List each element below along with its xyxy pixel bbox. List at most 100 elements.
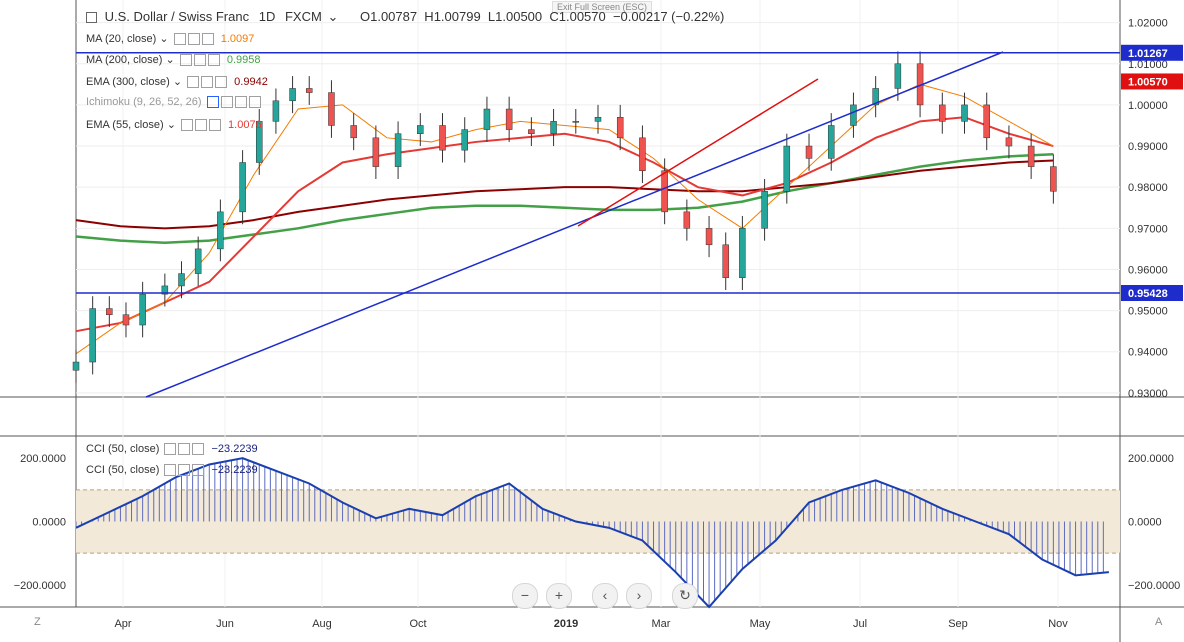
visibility-icon[interactable] (180, 119, 193, 132)
settings-icon[interactable] (193, 54, 206, 67)
interval-label[interactable]: 1D (258, 9, 276, 24)
candle-body (122, 314, 130, 326)
candle-body (350, 125, 357, 139)
close-icon[interactable] (215, 76, 228, 89)
indicator-ichimoku[interactable]: Ichimoku (9, 26, 52, 26) (86, 96, 261, 109)
zoom-in-button[interactable]: + (546, 583, 572, 609)
candle-body (850, 104, 857, 126)
indicator-label: MA (20, close) (86, 33, 157, 45)
cci-line (75, 457, 1109, 609)
candle-body (1050, 166, 1057, 192)
visibility-icon[interactable] (179, 54, 192, 67)
trendline-red (577, 78, 819, 227)
indicator-label: CCI (50, close) (86, 443, 160, 455)
chevron-down-icon[interactable]: ⌄ (327, 9, 339, 24)
time-tick-label: 2019 (554, 618, 578, 630)
indicator-value: 0.9942 (234, 76, 268, 88)
indicator-label: EMA (300, close) (86, 76, 170, 88)
corner-left-label[interactable]: Z (34, 616, 41, 628)
candle-body (161, 285, 169, 295)
settings-icon[interactable] (187, 33, 200, 46)
visibility-icon[interactable] (173, 33, 186, 46)
candle-body (328, 92, 335, 126)
indicator-value: 0.9958 (226, 54, 261, 66)
time-tick-label: Jun (216, 618, 234, 630)
price-badge (1121, 44, 1183, 61)
ema300-line (75, 159, 1054, 230)
indicator-label: CCI (50, close) (86, 464, 160, 476)
chevron-down-icon[interactable]: ⌄ (159, 33, 169, 45)
delete-icon[interactable] (234, 96, 247, 109)
visibility-icon[interactable] (164, 443, 177, 456)
cci-left-tick-label: −200.0000 (14, 580, 66, 592)
time-tick-label: Aug (312, 618, 332, 630)
candle-body (106, 308, 113, 315)
candle-body (394, 133, 402, 167)
candle-body (272, 100, 280, 122)
indicator-value: 1.0076 (228, 119, 262, 131)
price-tick-label: 1.00000 (1128, 100, 1168, 112)
settings-icon[interactable] (178, 443, 191, 456)
ma200-line (75, 153, 1054, 244)
time-tick-label: Apr (114, 618, 131, 630)
settings-icon[interactable] (194, 119, 207, 132)
close-icon[interactable] (248, 96, 261, 109)
candle-body (417, 125, 424, 134)
candle-body (683, 211, 691, 229)
candle-body (483, 108, 491, 130)
cci-tick-label: 0.0000 (1128, 517, 1162, 529)
candle-body (305, 88, 313, 93)
cci-left-tick-label: 0.0000 (32, 517, 66, 529)
settings-icon[interactable] (220, 96, 233, 109)
candle-body (872, 88, 879, 106)
candle-body (550, 121, 557, 134)
time-tick-label: Nov (1048, 618, 1068, 630)
exit-fullscreen-hint[interactable]: Exit Full Screen (ESC) (552, 1, 653, 13)
symbol-title[interactable]: U.S. Dollar / Swiss Franc (104, 9, 250, 24)
settings-icon[interactable] (178, 464, 191, 477)
indicator-label: EMA (55, close) (86, 119, 164, 131)
visibility-icon[interactable] (187, 76, 200, 89)
collapse-icon[interactable] (86, 12, 97, 24)
zoom-out-button[interactable]: − (512, 583, 538, 609)
price-tick-label: 0.98000 (1128, 182, 1168, 194)
close-icon[interactable] (208, 119, 221, 132)
scroll-right-button[interactable]: › (626, 583, 652, 609)
indicator-ema300[interactable]: EMA (300, close) ⌄ 0.9942 (86, 75, 268, 89)
candle-body (372, 137, 380, 167)
settings-icon[interactable] (201, 76, 214, 89)
scroll-left-button[interactable]: ‹ (592, 583, 618, 609)
close-icon[interactable] (192, 443, 205, 456)
price-tick-label: 1.02000 (1128, 18, 1168, 30)
time-tick-label: Oct (409, 618, 426, 630)
close-icon[interactable] (201, 33, 214, 46)
source-label: FXCM (284, 9, 322, 24)
visibility-icon[interactable] (206, 96, 219, 109)
indicator-ema55[interactable]: EMA (55, close) ⌄ 1.0076 (86, 118, 262, 132)
price-badge (1121, 284, 1183, 301)
close-icon[interactable] (192, 464, 205, 477)
chevron-down-icon[interactable]: ⌄ (172, 76, 183, 88)
cci-legend-1[interactable]: CCI (50, close) −23.2239 (86, 443, 258, 456)
visibility-icon[interactable] (164, 464, 177, 477)
chevron-down-icon[interactable]: ⌄ (165, 54, 175, 66)
candle-body (661, 170, 668, 213)
candle-body (194, 248, 202, 274)
candle-body (1005, 137, 1013, 147)
candle-body (72, 361, 80, 371)
indicator-ma200[interactable]: MA (200, close) ⌄ 0.9958 (86, 53, 261, 67)
chart-nav-buttons: − + ‹ › ↻ (512, 583, 698, 609)
candle-body (939, 104, 946, 122)
candle-body (894, 63, 902, 89)
cci-legend-2[interactable]: CCI (50, close) −23.2239 (86, 464, 258, 477)
corner-right-label[interactable]: A (1155, 616, 1163, 628)
indicator-label: MA (200, close) (86, 54, 163, 66)
reset-button[interactable]: ↻ (672, 583, 698, 609)
chevron-down-icon[interactable]: ⌄ (166, 119, 176, 131)
candle-body (572, 121, 580, 123)
indicator-ma20[interactable]: MA (20, close) ⌄ 1.0097 (86, 32, 254, 46)
indicator-value: −23.2239 (211, 443, 258, 455)
close-icon[interactable] (207, 54, 220, 67)
